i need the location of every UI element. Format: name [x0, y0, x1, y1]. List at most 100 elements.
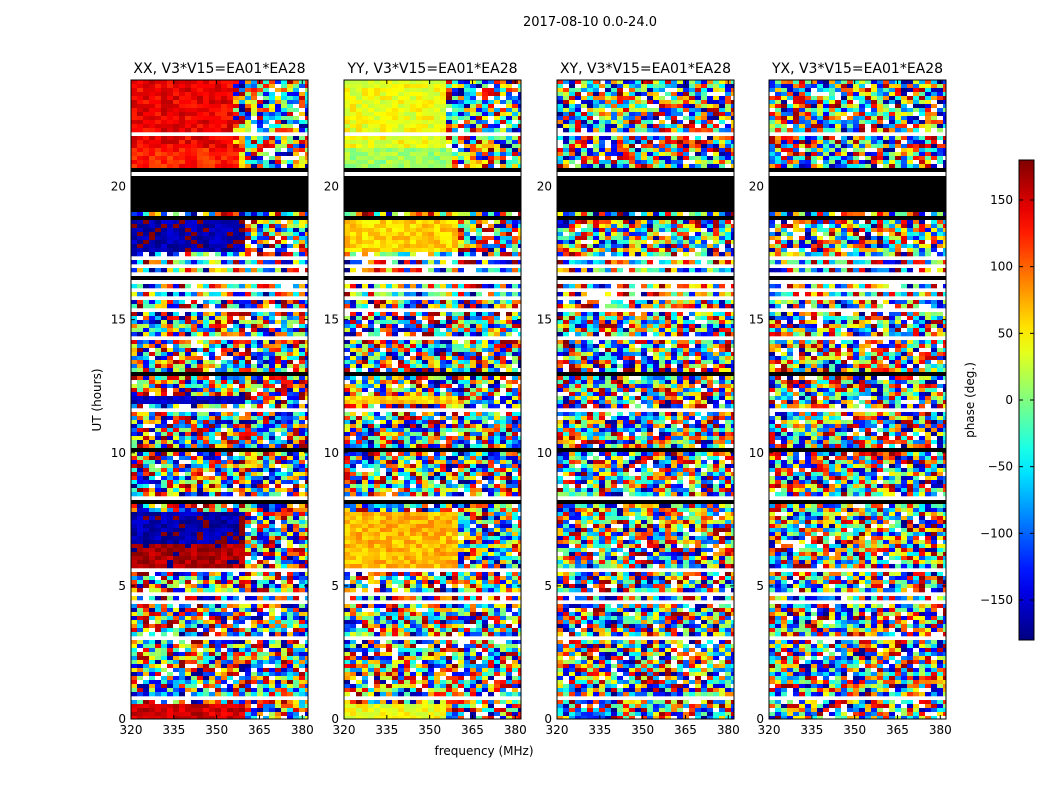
heatmap-cell: [197, 524, 204, 529]
heatmap-cell: [155, 124, 162, 129]
heatmap-cell: [149, 540, 156, 545]
heatmap-cell: [344, 112, 351, 117]
heatmap-cell: [215, 664, 222, 669]
y-tick-label: 0: [118, 712, 126, 726]
heatmap-cell: [428, 252, 435, 257]
heatmap-cell: [227, 524, 234, 529]
heatmap-cell: [251, 212, 258, 217]
heatmap-cell: [257, 556, 264, 561]
heatmap-cell: [281, 560, 288, 565]
heatmap-cell: [131, 340, 138, 345]
heatmap-cell: [287, 544, 294, 549]
heatmap-cell: [215, 560, 222, 565]
heatmap-cell: [167, 112, 174, 117]
heatmap-cell: [263, 480, 270, 485]
heatmap-cell: [215, 508, 222, 513]
heatmap-cell: [344, 140, 351, 145]
heatmap-cell: [245, 544, 252, 549]
heatmap-cell: [263, 556, 270, 561]
heatmap-cell: [131, 552, 138, 557]
heatmap-cell: [458, 212, 465, 217]
heatmap-cell: [386, 96, 393, 101]
heatmap-cell: [470, 136, 477, 141]
heatmap-cell: [137, 560, 144, 565]
heatmap-cell: [263, 312, 270, 317]
heatmap-cell: [233, 124, 240, 129]
heatmap-cell: [269, 352, 276, 357]
heatmap-cell: [287, 156, 294, 161]
heatmap-cell: [167, 468, 174, 473]
heatmap-cell: [137, 416, 144, 421]
heatmap-cell: [149, 536, 156, 541]
heatmap-cell: [299, 704, 306, 709]
heatmap-cell: [305, 152, 308, 157]
heatmap-cell: [281, 648, 288, 653]
heatmap-cell: [380, 144, 387, 149]
heatmap-cell: [245, 100, 252, 105]
heatmap-cell: [287, 596, 294, 601]
heatmap-cell: [197, 700, 204, 705]
heatmap-cell: [446, 156, 453, 161]
heatmap-cell: [227, 716, 234, 719]
heatmap-cell: [287, 656, 294, 661]
heatmap-cell: [410, 80, 417, 85]
x-tick-label: 350: [205, 723, 228, 737]
heatmap-cell: [161, 528, 168, 533]
heatmap-cell: [410, 112, 417, 117]
heatmap-cell: [299, 580, 306, 585]
heatmap-cell: [281, 708, 288, 713]
heatmap-cell: [245, 248, 252, 253]
heatmap-cell: [155, 340, 162, 345]
heatmap-cell: [179, 640, 186, 645]
heatmap-cell: [500, 84, 507, 89]
heatmap-cell: [488, 224, 495, 229]
heatmap-cell: [137, 376, 144, 381]
heatmap-cell: [500, 160, 507, 165]
heatmap-cell: [203, 292, 210, 297]
heatmap-cell: [263, 340, 270, 345]
heatmap-cell: [251, 136, 258, 141]
heatmap-cell: [197, 628, 204, 633]
heatmap-cell: [368, 144, 375, 149]
heatmap-cell: [434, 152, 441, 157]
heatmap-cell: [185, 576, 192, 581]
heatmap-cell: [179, 564, 186, 569]
heatmap-cell: [281, 96, 288, 101]
heatmap-cell: [275, 624, 282, 629]
heatmap-cell: [440, 164, 447, 169]
heatmap-cell: [404, 128, 411, 133]
heatmap-cell: [233, 584, 240, 589]
heatmap-cell: [197, 480, 204, 485]
heatmap-cell: [209, 432, 216, 437]
heatmap-cell: [458, 232, 465, 237]
heatmap-cell: [293, 116, 300, 121]
heatmap-cell: [275, 232, 282, 237]
heatmap-cell: [458, 152, 465, 157]
heatmap-cell: [227, 616, 234, 621]
heatmap-cell: [263, 680, 270, 685]
heatmap-cell: [488, 112, 495, 117]
heatmap-cell: [305, 604, 308, 609]
heatmap-cell: [251, 544, 258, 549]
heatmap-cell: [269, 632, 276, 637]
heatmap-cell: [245, 320, 252, 325]
heatmap-cell: [251, 228, 258, 233]
heatmap-cell: [476, 80, 483, 85]
heatmap-cell: [305, 328, 308, 333]
heatmap-cell: [149, 388, 156, 393]
heatmap-cell: [293, 136, 300, 141]
heatmap-cell: [299, 476, 306, 481]
heatmap-cell: [380, 88, 387, 93]
heatmap-cell: [239, 608, 246, 613]
heatmap-cell: [482, 112, 489, 117]
heatmap-cell: [299, 436, 306, 441]
heatmap-cell: [281, 136, 288, 141]
heatmap-cell: [293, 360, 300, 365]
heatmap-cell: [299, 300, 306, 305]
heatmap-cell: [155, 612, 162, 617]
heatmap-cell: [257, 588, 264, 593]
heatmap-cell: [239, 388, 246, 393]
heatmap-cell: [293, 240, 300, 245]
heatmap-cell: [227, 304, 234, 309]
heatmap-cell: [143, 532, 150, 537]
